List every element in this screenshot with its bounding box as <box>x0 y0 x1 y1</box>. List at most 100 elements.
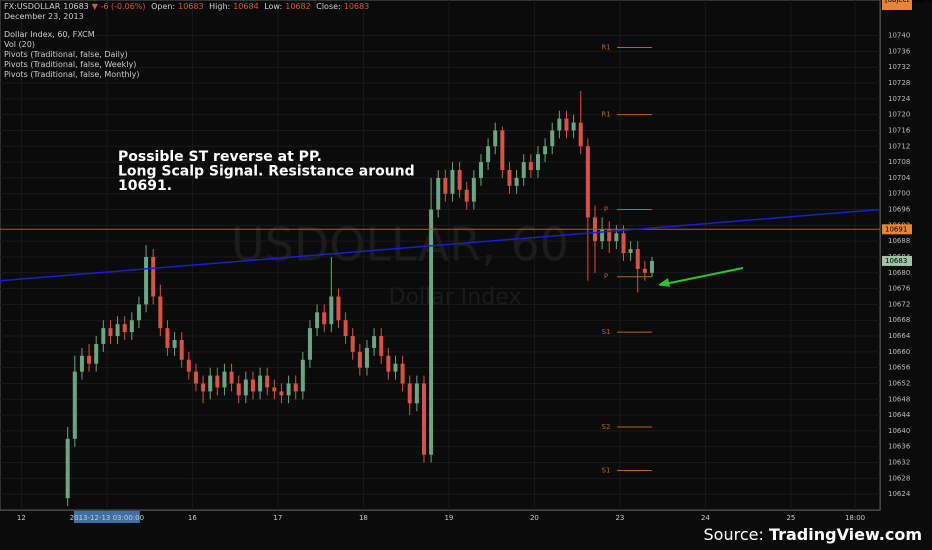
y-tick-label: 10700 <box>888 190 910 198</box>
candle-body <box>265 375 270 388</box>
candle-body <box>621 233 626 254</box>
candle-body <box>72 371 77 439</box>
candle-body <box>129 320 134 333</box>
label: High: <box>209 2 231 11</box>
candle-body <box>642 268 647 273</box>
candle-body <box>450 170 455 194</box>
candle-body <box>635 249 640 269</box>
candle-body <box>122 324 127 333</box>
y-tick-label: 10664 <box>888 332 911 340</box>
value: 10683 <box>178 2 204 11</box>
price-tag-label: 10691 <box>885 225 907 233</box>
y-tick-label: 10628 <box>888 474 910 482</box>
candle-body <box>286 383 291 396</box>
pivot-label: R1 <box>601 111 610 119</box>
candle-body <box>229 371 234 384</box>
label: Low: <box>264 2 283 11</box>
candle-body <box>201 383 206 392</box>
value: 10682 <box>285 2 311 11</box>
candle-body <box>600 229 605 242</box>
candle-body <box>407 383 412 404</box>
candle-body <box>79 355 84 372</box>
pivot-label: S1 <box>602 466 611 474</box>
y-tick-label: 10668 <box>888 316 910 324</box>
pivot-label: R1 <box>601 43 610 51</box>
candle-body <box>322 312 327 325</box>
y-tick-label: 10728 <box>888 79 910 87</box>
y-tick-label: 10640 <box>888 427 910 435</box>
candle-body <box>400 363 405 384</box>
y-tick-label: 10740 <box>888 32 910 40</box>
source: Source: TradingView.com <box>704 525 922 544</box>
candle-body <box>414 383 419 404</box>
candle-body <box>486 146 491 163</box>
candle-body <box>550 130 555 147</box>
candle-body <box>493 130 498 147</box>
candle-body <box>329 296 334 325</box>
legend-item: Dollar Index, 60, FXCM <box>4 30 95 39</box>
legend: Dollar Index, 60, FXCM Vol (20) Pivots (Tr… <box>4 30 139 80</box>
candle-body <box>478 162 483 178</box>
candle-body <box>186 359 191 372</box>
x-tick-label: 16 <box>188 514 197 522</box>
y-tick-label: 10736 <box>888 47 911 55</box>
candle-body <box>293 383 298 392</box>
y-tick-label: 10688 <box>888 237 910 245</box>
y-tick-label: 10672 <box>888 300 910 308</box>
candle-body <box>243 379 248 396</box>
candle-body <box>628 249 633 254</box>
source-site: TradingView.com <box>768 525 922 544</box>
annotation: Long Scalp Signal. Resistance around <box>118 164 415 180</box>
candle-body <box>258 375 263 392</box>
annotation: Possible ST reverse at PP. <box>118 149 322 165</box>
candle-body <box>393 363 398 372</box>
label: Open: <box>151 2 176 11</box>
candle-body <box>528 162 533 170</box>
candle-body <box>179 340 184 360</box>
candle-body <box>136 304 141 321</box>
symbol: FX:USDOLLAR <box>4 2 61 11</box>
change: ▼ -6 (-0.06%) <box>91 2 146 11</box>
legend-item: Pivots (Traditional, false, Weekly) <box>4 60 137 69</box>
y-tick-label: 10732 <box>888 63 910 71</box>
y-tick-label: 10712 <box>888 142 910 150</box>
y-tick-label: 10720 <box>888 111 910 119</box>
candle-body <box>222 371 227 388</box>
y-tick-label: 10708 <box>888 158 910 166</box>
candle-body <box>421 383 426 455</box>
candle-body <box>307 328 312 360</box>
candle-body <box>272 387 277 392</box>
candle-body <box>557 118 562 131</box>
price-tag <box>882 0 912 10</box>
candle-body <box>165 328 170 348</box>
x-tick-label: 20 <box>530 514 539 522</box>
candle-body <box>585 146 590 218</box>
candle-body <box>115 324 120 337</box>
candle-body <box>535 154 540 170</box>
annotation: 10691. <box>118 178 172 194</box>
candle-body <box>386 355 391 372</box>
candle-body <box>571 122 576 131</box>
candle-body <box>94 343 99 364</box>
candle-body <box>65 438 70 499</box>
candle-body <box>443 177 448 194</box>
y-tick-label: 10704 <box>888 174 911 182</box>
x-tick-label: 25 <box>786 514 795 522</box>
candle-body <box>507 170 512 186</box>
y-tick-label: 10656 <box>888 364 911 372</box>
x-tick-label: 12 <box>17 514 26 522</box>
label: Close: <box>316 2 341 11</box>
quote-line: FX:USDOLLAR 10683 ▼ -6 (-0.06%) Open: 10683… <box>4 2 372 12</box>
candle-body <box>614 233 619 242</box>
y-tick-label: 10680 <box>888 269 910 277</box>
candle-body <box>350 336 355 352</box>
value: 10684 <box>233 2 259 11</box>
x-tick-label: 17 <box>273 514 282 522</box>
candle-body <box>300 359 305 392</box>
candle-body <box>464 189 469 202</box>
price-tag-label: [object Object] <box>885 0 932 4</box>
value: 10683 <box>343 2 370 11</box>
candle-body <box>87 355 92 364</box>
pivot-label: P <box>604 206 608 214</box>
